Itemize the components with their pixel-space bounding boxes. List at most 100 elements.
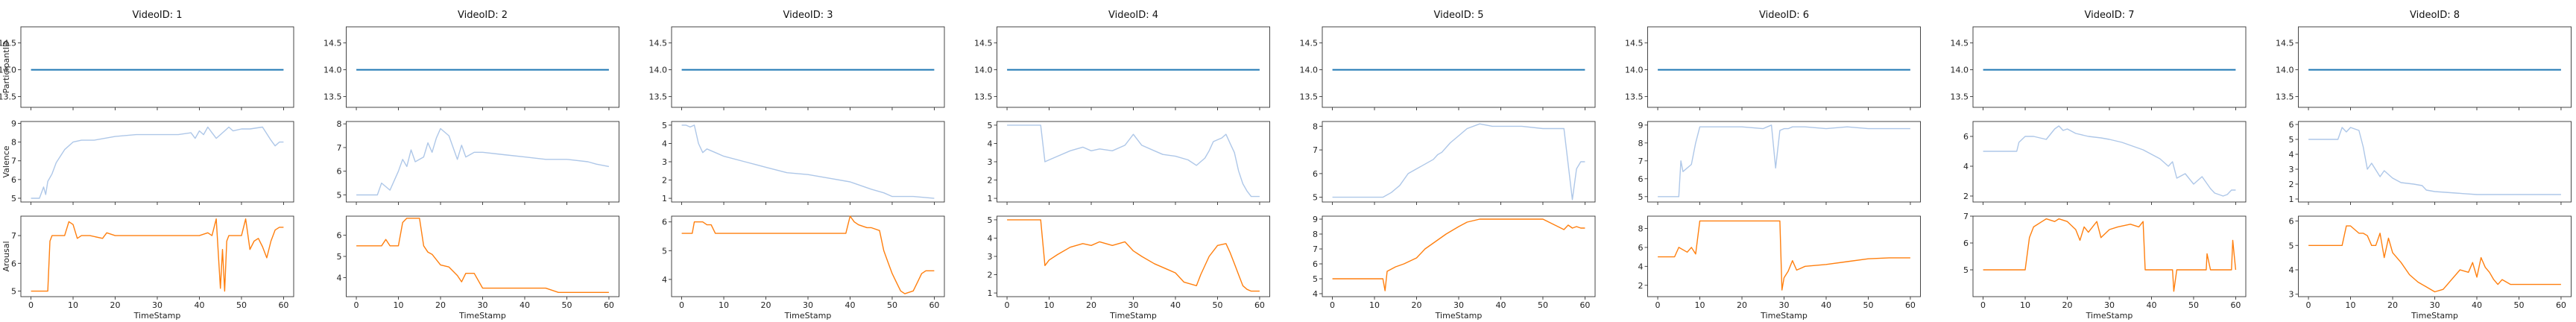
x-tick-label: 60 [1254, 300, 1265, 310]
x-tick-label: 30 [803, 300, 813, 310]
plot-frame [997, 26, 1270, 108]
y-tick-label: 6 [662, 218, 667, 227]
x-tick-label: 50 [1538, 300, 1548, 310]
arousal-series-line [1332, 218, 1585, 291]
arousal-series-line [681, 215, 935, 294]
arousal-series-line [1983, 218, 2237, 292]
plot-frame [346, 26, 619, 108]
x-tick-label: 20 [1737, 300, 1747, 310]
x-tick-label: 50 [1212, 300, 1222, 310]
y-tick-label: 6 [1638, 243, 1644, 253]
x-tick-label: 0 [354, 300, 359, 310]
x-tick-label: 10 [719, 300, 729, 310]
y-tick-label: 5 [662, 246, 667, 256]
y-tick-label: 3 [988, 252, 993, 262]
x-tick-label: 60 [929, 300, 939, 310]
valence-subplot: 5 6 7 8 [1313, 121, 1596, 205]
x-axis-title: TimeStamp [1760, 311, 1808, 321]
y-tick-label: 5 [1313, 274, 1318, 284]
valence-subplot: 2 4 6 [1963, 121, 2247, 205]
y-tick-label: 13.5 [649, 92, 668, 102]
y-tick-label: 5 [2289, 241, 2294, 250]
y-tick-label: 14.0 [1951, 66, 1969, 75]
x-tick-label: 30 [152, 300, 162, 310]
plot-frame [1972, 26, 2247, 108]
y-tick-label: 8 [1638, 139, 1644, 148]
x-axis-title: TimeStamp [133, 311, 181, 321]
y-tick-label: 13.5 [1300, 92, 1319, 102]
y-tick-label: 13.5 [1625, 92, 1644, 102]
x-tick-label: 60 [1905, 300, 1916, 310]
arousal-subplot: 4 5 6 7 8 9 0 10 20 30 40 50 60 [1313, 215, 1596, 310]
arousal-series-line [1007, 219, 1260, 292]
participantid-subplot: 13.5 14.0 14.5 [1951, 26, 2247, 110]
participantid-subplot: 13.5 14.0 14.5 [323, 26, 619, 110]
y-tick-label: 5 [1313, 193, 1318, 203]
panel-title: VideoID: 7 [2084, 10, 2134, 21]
y-tick-label: 2 [988, 176, 993, 186]
x-tick-label: 40 [1170, 300, 1181, 310]
arousal-series-line [1658, 220, 1910, 291]
y-tick-label: 14.5 [323, 39, 342, 48]
valence-series-line [31, 126, 284, 199]
y-tick-label: 4 [662, 275, 667, 285]
y-tick-label: 7 [1638, 157, 1644, 166]
x-tick-label: 30 [1453, 300, 1464, 310]
arousal-series-line [31, 218, 284, 292]
valence-subplot: 5 6 7 8 [337, 119, 619, 205]
valence-series-line [681, 124, 935, 199]
y-tick-label: 1 [2289, 195, 2294, 204]
x-tick-label: 60 [1579, 300, 1590, 310]
x-tick-label: 10 [1369, 300, 1380, 310]
y-tick-label: 6 [11, 259, 16, 268]
arousal-subplot: 2 4 6 8 0 10 20 30 40 50 60 [1638, 215, 1921, 310]
valence-subplot: 1 2 3 4 5 [988, 121, 1270, 205]
x-tick-label: 10 [1044, 300, 1055, 310]
arousal-subplot: 5 6 7 0 10 20 30 40 50 60 [1963, 212, 2247, 310]
y-tick-label: 6 [2289, 120, 2294, 130]
y-tick-label: 13.5 [323, 92, 342, 102]
plot-frame [346, 121, 619, 203]
y-tick-label: 4 [988, 233, 993, 243]
y-tick-label: 9 [11, 119, 16, 129]
valence-subplot: 1 2 3 4 5 6 [2289, 120, 2572, 205]
y-tick-label: 2 [1638, 281, 1644, 291]
plot-frame [1647, 26, 1921, 108]
y-tick-label: 6 [1313, 169, 1318, 179]
x-axis-title: TimeStamp [1109, 311, 1157, 321]
y-tick-label: 3 [662, 157, 667, 167]
participantid-subplot: 13.5 14.0 14.5 [1625, 26, 1921, 110]
y-tick-label: 2 [662, 176, 667, 186]
x-tick-label: 60 [278, 300, 288, 310]
x-tick-label: 40 [1495, 300, 1506, 310]
y-tick-label: 6 [1313, 259, 1318, 269]
arousal-axis-title: Arousal [1, 241, 11, 271]
x-tick-label: 0 [1980, 300, 1986, 310]
x-tick-label: 0 [679, 300, 684, 310]
valence-series-line [2308, 127, 2561, 195]
y-tick-label: 14.0 [0, 66, 16, 75]
plot-frame [1972, 215, 2247, 297]
y-tick-label: 5 [988, 215, 993, 225]
x-tick-label: 60 [2230, 300, 2241, 310]
y-tick-label: 14.0 [1300, 66, 1319, 75]
y-tick-label: 14.0 [323, 66, 342, 75]
y-tick-label: 6 [337, 167, 342, 177]
y-tick-label: 1 [988, 194, 993, 203]
panel-title: VideoID: 3 [783, 10, 833, 21]
arousal-series-line [2308, 225, 2561, 293]
y-tick-label: 14.5 [0, 39, 16, 48]
y-tick-label: 4 [2289, 265, 2294, 275]
y-tick-label: 5 [11, 287, 16, 297]
x-tick-label: 10 [2346, 300, 2356, 310]
x-tick-label: 40 [1821, 300, 1831, 310]
x-tick-label: 30 [478, 300, 488, 310]
y-tick-label: 7 [11, 157, 16, 166]
